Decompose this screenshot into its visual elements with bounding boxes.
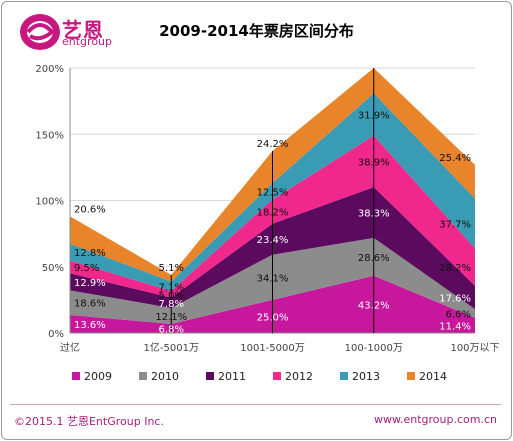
footer-url: www.entgroup.com.cn <box>374 413 497 426</box>
data-label: 6.6% <box>446 310 471 321</box>
x-tick-label: 100-1000万 <box>345 343 403 354</box>
data-label: 5.1% <box>159 263 184 274</box>
data-label: 28.2% <box>439 263 471 274</box>
data-label: 12.9% <box>74 278 106 289</box>
legend-label: 2014 <box>419 370 447 383</box>
data-label: 24.2% <box>257 139 289 150</box>
legend-swatch <box>273 372 281 380</box>
entgroup-logo-icon <box>20 14 60 50</box>
data-label: 34.1% <box>257 273 289 284</box>
y-tick-label: 150% <box>35 130 64 141</box>
y-tick-label: 100% <box>35 197 64 208</box>
y-tick-label: 50% <box>42 263 64 274</box>
data-label: 9.5% <box>74 263 99 274</box>
data-label: 5.0% <box>159 290 184 301</box>
legend-swatch <box>340 372 348 380</box>
legend-label: 2010 <box>151 370 179 383</box>
x-tick-label: 过亿 <box>60 341 80 354</box>
x-tick-label: 1001-5000万 <box>240 343 305 354</box>
data-label: 20.6% <box>74 204 106 215</box>
data-label: 12.8% <box>74 248 106 259</box>
data-label: 25.4% <box>439 153 471 164</box>
logo-english-text: entgroup <box>62 35 112 48</box>
data-label: 12.1% <box>155 312 187 323</box>
data-label: 11.4% <box>439 321 471 332</box>
logo-chinese-text: 艺恩 <box>62 18 104 42</box>
data-label: 7.1% <box>159 282 184 293</box>
data-label: 31.9% <box>358 110 390 121</box>
legend-label: 2012 <box>285 370 313 383</box>
data-label: 17.6% <box>439 293 471 304</box>
data-label: 18.6% <box>74 299 106 310</box>
data-label: 43.2% <box>358 300 390 311</box>
legend-swatch <box>139 372 147 380</box>
data-label: 25.0% <box>257 312 289 323</box>
x-tick-label: 100万以下 <box>450 343 499 354</box>
chart-title: 2009-2014年票房区间分布 <box>159 22 354 40</box>
data-label: 12.5% <box>257 187 289 198</box>
data-label: 18.2% <box>257 208 289 219</box>
y-tick-label: 0% <box>48 329 64 340</box>
data-label: 13.6% <box>74 320 106 331</box>
data-label: 37.7% <box>439 219 471 230</box>
data-label: 38.9% <box>358 157 390 168</box>
data-label: 6.8% <box>159 324 184 335</box>
legend-swatch <box>407 372 415 380</box>
legend-label: 2009 <box>84 370 112 383</box>
footer-copyright: ©2015.1 艺恩EntGroup Inc. <box>14 415 164 428</box>
y-tick-label: 200% <box>35 64 64 75</box>
footer-divider <box>10 404 501 405</box>
legend-swatch <box>206 372 214 380</box>
data-label: 23.4% <box>257 235 289 246</box>
legend-swatch <box>72 372 80 380</box>
data-label: 38.3% <box>358 208 390 219</box>
data-label: 28.6% <box>358 253 390 264</box>
x-tick-label: 1亿-5001万 <box>144 341 199 354</box>
legend-label: 2011 <box>218 370 246 383</box>
data-label: 7.8% <box>159 299 184 310</box>
legend-label: 2013 <box>352 370 380 383</box>
